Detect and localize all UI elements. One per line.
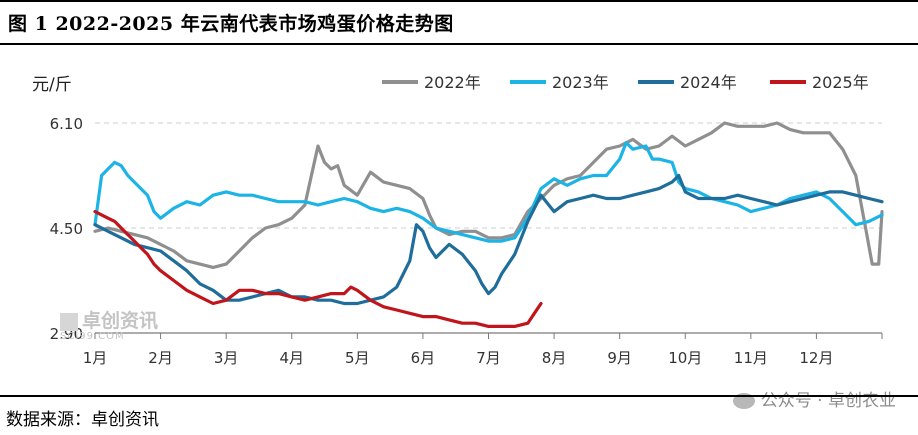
legend-label: 2025年 <box>812 73 869 92</box>
series-lines <box>93 121 884 328</box>
series-line-2024年 <box>93 173 884 306</box>
x-tick-label: 5月 <box>345 349 370 367</box>
y-axis-label: 元/斤 <box>32 75 72 95</box>
x-tick-label: 12月 <box>799 349 833 367</box>
title-rule-bottom <box>0 43 918 45</box>
chart: 元/斤 6.104.502.90 1月 2月 3月 4月 5月 6月 7月 8月 9月 10月 11… <box>32 73 884 367</box>
legend: 2022年 2023年 2024年 2025年 <box>382 73 869 92</box>
x-tick-label: 1月 <box>83 349 108 367</box>
watermark-name: 卓创资讯 <box>82 310 159 332</box>
wechat-icon <box>732 393 755 409</box>
series-line-2023年 <box>93 141 884 243</box>
legend-label: 2023年 <box>552 73 609 92</box>
x-tick-label: 7月 <box>476 349 501 367</box>
x-tick-label: 10月 <box>668 349 702 367</box>
y-tick-label: 4.50 <box>50 220 83 238</box>
watermark-sub: SCI99.COM <box>60 331 125 342</box>
figure-title: 图 1 2022-2025 年云南代表市场鸡蛋价格走势图 <box>8 13 454 35</box>
legend-label: 2024年 <box>680 73 737 92</box>
x-tick-label: 2月 <box>148 349 173 367</box>
y-tick-labels: 6.104.502.90 <box>50 115 83 343</box>
title-bar: 图 1 2022-2025 年云南代表市场鸡蛋价格走势图 <box>0 0 918 45</box>
x-tick-label: 11月 <box>734 349 768 367</box>
watermark-logo: 卓创资讯 SCI99.COM <box>60 306 158 342</box>
y-tick-label: 6.10 <box>50 115 83 133</box>
grid-lines <box>95 122 882 229</box>
x-tick-label: 4月 <box>279 349 304 367</box>
legend-label: 2022年 <box>424 73 481 92</box>
x-tick-label: 9月 <box>607 349 632 367</box>
watermark-logo-icon <box>60 312 78 331</box>
series-line-2025年 <box>93 210 543 328</box>
x-tick-label: 8月 <box>542 349 567 367</box>
series-line-2022年 <box>93 121 884 269</box>
x-axis: 1月 2月 3月 4月 5月 6月 7月 8月 9月 10月 11月 12月 <box>83 332 883 367</box>
data-source: 数据来源：卓创资讯 <box>6 410 159 430</box>
footer-rule <box>0 395 918 397</box>
footer: 数据来源：卓创资讯 <box>0 395 918 435</box>
title-rule-top <box>0 0 918 2</box>
x-tick-label: 3月 <box>214 349 239 367</box>
x-tick-label: 6月 <box>411 349 436 367</box>
